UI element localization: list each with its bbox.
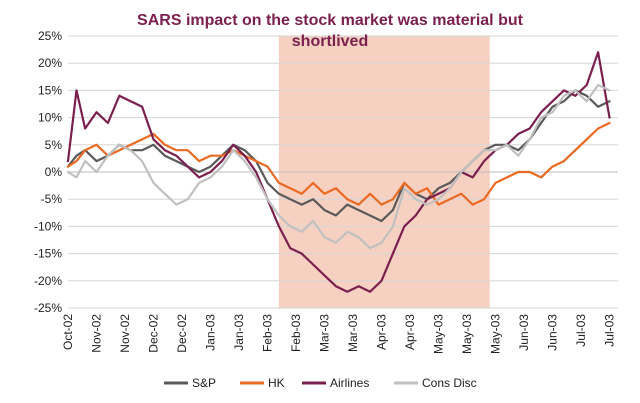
x-tick-label: Jan-03 (203, 314, 217, 351)
x-tick-label: Mar-03 (346, 314, 360, 352)
legend-label-hk: HK (268, 376, 285, 390)
chart-title-line-1: SARS impact on the stock market was mate… (137, 12, 524, 29)
x-tick-label: Jan-03 (232, 314, 246, 351)
series-line-airlines (66, 51, 611, 293)
y-tick-label: 20% (38, 56, 62, 70)
x-tick-label: Jun-03 (545, 314, 559, 351)
legend: S&P HK Airlines Cons Disc (164, 376, 477, 390)
x-tick-label: Jul-03 (574, 314, 588, 347)
series-lines (66, 51, 611, 293)
x-tick-label: Mar-03 (317, 314, 331, 352)
x-tick-label: Jul-03 (602, 314, 616, 347)
y-tick-label: 5% (45, 138, 63, 152)
y-tick-label: -20% (34, 274, 62, 288)
series-line-s-p (66, 89, 611, 223)
legend-label-cons-disc: Cons Disc (422, 376, 477, 390)
legend-label-airlines: Airlines (330, 376, 369, 390)
y-tick-label: 25% (38, 29, 62, 43)
x-tick-label: Jun-03 (517, 314, 531, 351)
x-tick-label: May-03 (488, 314, 502, 354)
grid (68, 35, 618, 309)
x-tick-label: Nov-02 (89, 314, 103, 353)
x-tick-label: Nov-02 (118, 314, 132, 353)
legend-label-s-p: S&P (192, 376, 216, 390)
x-tick-label: Apr-03 (374, 314, 388, 350)
x-tick-label: May-03 (431, 314, 445, 354)
x-tick-label: Feb-03 (289, 314, 303, 352)
x-tick-label: Feb-03 (260, 314, 274, 352)
y-tick-label: -15% (34, 247, 62, 261)
y-tick-label: -10% (34, 219, 62, 233)
chart-title-line-2: shortlived (292, 33, 368, 50)
series-line-hk (66, 121, 611, 206)
x-axis: Oct-02 Nov-02 Nov-02 Dec-02 Dec-02 Jan-03 Jan-… (61, 314, 616, 354)
x-tick-label: May-03 (460, 314, 474, 354)
y-tick-label: -25% (34, 301, 62, 315)
x-tick-label: Oct-02 (61, 314, 75, 350)
y-tick-label: 15% (38, 83, 62, 97)
x-tick-label: Dec-02 (146, 314, 160, 353)
y-tick-label: 10% (38, 111, 62, 125)
y-tick-label: -5% (41, 192, 63, 206)
x-tick-label: Apr-03 (403, 314, 417, 350)
y-axis: 25% 20% 15% 10% 5% 0% -5% -10% -15% -20% -25% (34, 29, 62, 315)
series-line-cons-disc (66, 83, 611, 250)
y-tick-label: 0% (45, 165, 63, 179)
x-tick-label: Dec-02 (175, 314, 189, 353)
